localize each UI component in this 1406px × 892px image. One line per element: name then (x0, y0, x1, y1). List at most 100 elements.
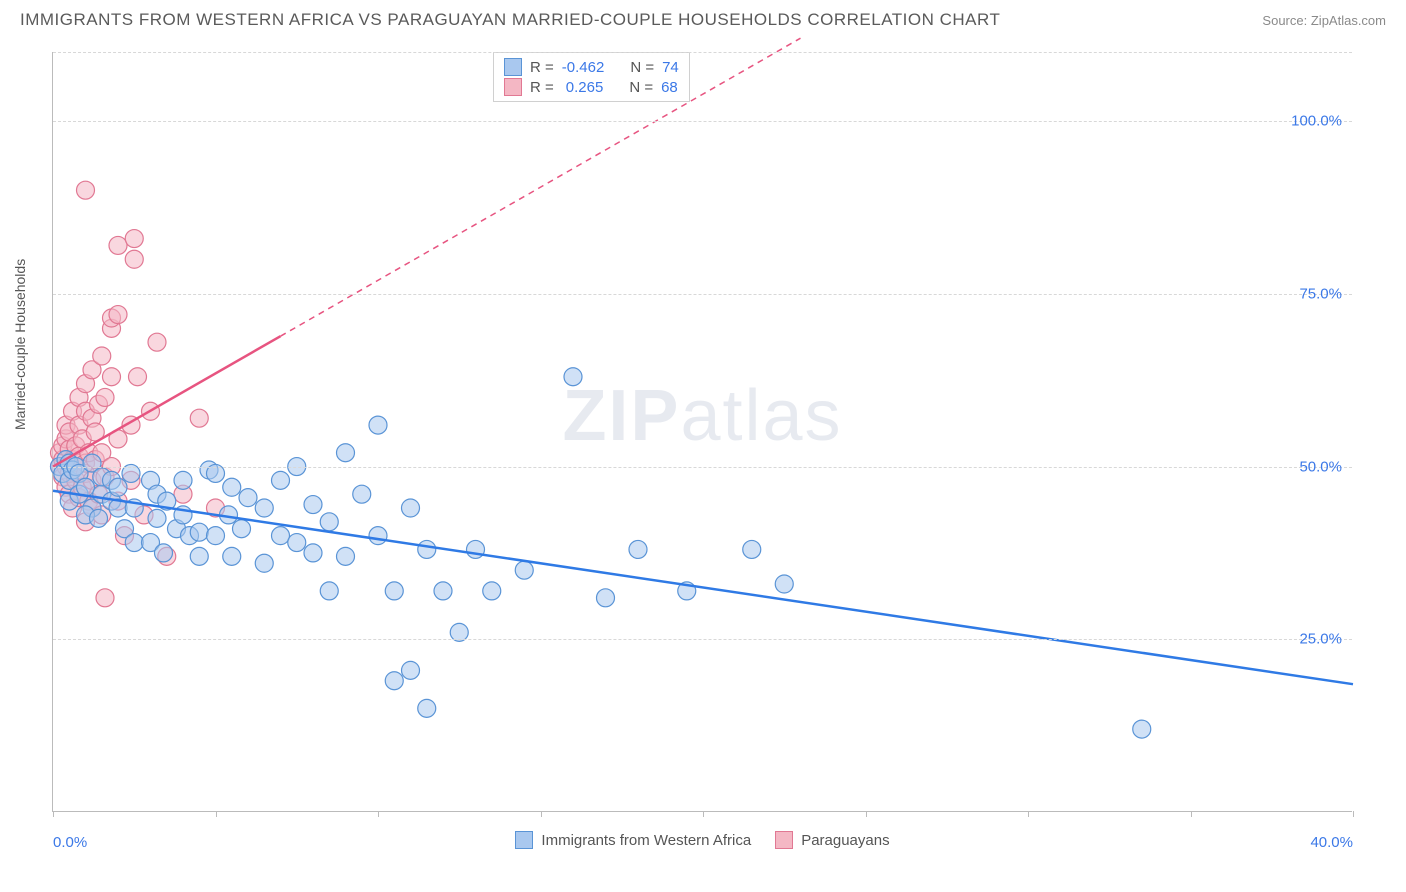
data-point (369, 527, 387, 545)
gridline (53, 121, 1352, 122)
legend-r-value-1: -0.462 (562, 59, 605, 76)
data-point (174, 471, 192, 489)
xtick (53, 811, 54, 817)
data-point (90, 509, 108, 527)
trend-line (53, 491, 1353, 684)
source-label: Source: (1262, 13, 1307, 28)
data-point (125, 250, 143, 268)
data-point (304, 496, 322, 514)
xtick (1353, 811, 1354, 817)
legend-label-2: Paraguayans (801, 832, 889, 849)
data-point (337, 547, 355, 565)
legend-row-series-2: R = 0.265 N = 68 (504, 77, 679, 97)
legend-n-label-1: N = (630, 59, 654, 76)
data-point (337, 444, 355, 462)
legend-item-series-1: Immigrants from Western Africa (515, 831, 751, 849)
legend-swatch-bottom-2 (775, 831, 793, 849)
xtick (1191, 811, 1192, 817)
data-point (255, 554, 273, 572)
data-point (1133, 720, 1151, 738)
legend-r-label-2: R = (530, 79, 554, 96)
ytick-label: 100.0% (1291, 113, 1342, 130)
data-point (155, 544, 173, 562)
gridline (53, 294, 1352, 295)
data-point (629, 540, 647, 558)
data-point (77, 181, 95, 199)
series-legend: Immigrants from Western Africa Paraguaya… (53, 831, 1352, 849)
legend-item-series-2: Paraguayans (775, 831, 889, 849)
data-point (272, 471, 290, 489)
data-point (304, 544, 322, 562)
data-point (288, 534, 306, 552)
legend-r-label-1: R = (530, 59, 554, 76)
legend-n-value-2: 68 (661, 79, 678, 96)
data-point (190, 409, 208, 427)
data-point (93, 347, 111, 365)
ytick-label: 25.0% (1299, 631, 1342, 648)
legend-swatch-series-2 (504, 78, 522, 96)
data-point (385, 672, 403, 690)
data-point (775, 575, 793, 593)
legend-swatch-series-1 (504, 58, 522, 76)
xtick (378, 811, 379, 817)
data-point (223, 547, 241, 565)
xtick (1028, 811, 1029, 817)
ytick-label: 50.0% (1299, 458, 1342, 475)
data-point (109, 478, 127, 496)
data-point (109, 306, 127, 324)
xtick-label: 40.0% (1310, 834, 1353, 851)
data-point (483, 582, 501, 600)
legend-label-1: Immigrants from Western Africa (541, 832, 751, 849)
data-point (597, 589, 615, 607)
data-point (434, 582, 452, 600)
data-point (125, 534, 143, 552)
correlation-legend: R = -0.462 N = 74 R = 0.265 N = 68 (493, 52, 690, 102)
xtick (541, 811, 542, 817)
data-point (418, 540, 436, 558)
data-point (515, 561, 533, 579)
chart-title: IMMIGRANTS FROM WESTERN AFRICA VS PARAGU… (20, 10, 1000, 30)
data-point (109, 236, 127, 254)
data-point (320, 582, 338, 600)
data-point (207, 527, 225, 545)
data-point (239, 489, 257, 507)
data-point (233, 520, 251, 538)
y-axis-label: Married-couple Households (12, 259, 28, 430)
data-point (272, 527, 290, 545)
data-point (743, 540, 761, 558)
xtick (216, 811, 217, 817)
data-point (564, 368, 582, 386)
legend-n-label-2: N = (629, 79, 653, 96)
xtick-label: 0.0% (53, 834, 87, 851)
data-point (190, 523, 208, 541)
data-point (190, 547, 208, 565)
data-point (148, 509, 166, 527)
data-point (223, 478, 241, 496)
chart-area: ZIPatlas R = -0.462 N = 74 R = 0.265 N =… (52, 52, 1352, 812)
gridline (53, 639, 1352, 640)
chart-header: IMMIGRANTS FROM WESTERN AFRICA VS PARAGU… (0, 0, 1406, 35)
xtick (703, 811, 704, 817)
data-point (255, 499, 273, 517)
data-point (125, 230, 143, 248)
ytick-label: 75.0% (1299, 285, 1342, 302)
legend-n-value-1: 74 (662, 59, 679, 76)
data-point (103, 368, 121, 386)
gridline (53, 52, 1352, 53)
xtick (866, 811, 867, 817)
legend-r-value-2: 0.265 (566, 79, 604, 96)
data-point (353, 485, 371, 503)
data-point (129, 368, 147, 386)
data-point (402, 499, 420, 517)
data-point (418, 699, 436, 717)
data-point (320, 513, 338, 531)
chart-source: Source: ZipAtlas.com (1262, 13, 1386, 28)
data-point (402, 661, 420, 679)
gridline (53, 467, 1352, 468)
data-point (96, 589, 114, 607)
scatter-plot (53, 52, 1352, 811)
data-point (148, 333, 166, 351)
data-point (96, 388, 114, 406)
data-point (369, 416, 387, 434)
legend-swatch-bottom-1 (515, 831, 533, 849)
